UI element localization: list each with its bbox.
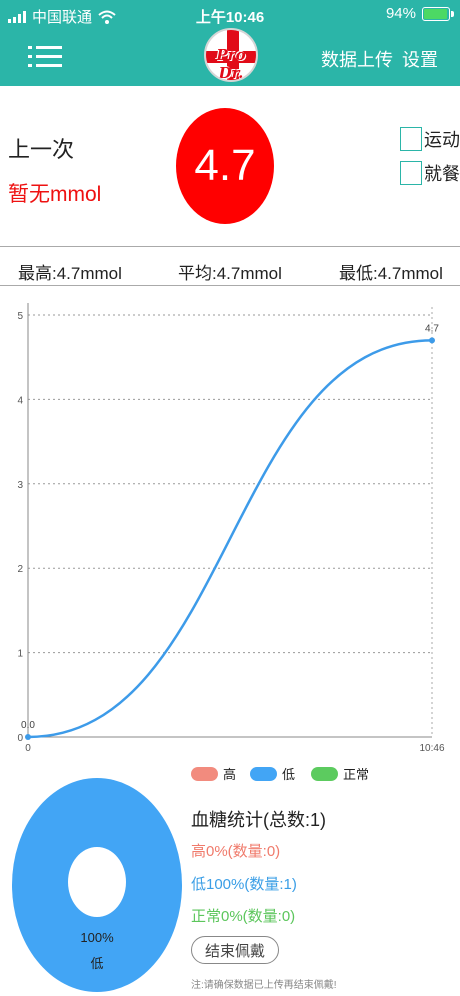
current-reading-circle: 4.7 xyxy=(176,108,274,224)
chart-legend: 高 低 正常 xyxy=(0,760,460,784)
status-bar: 中国联通 上午10:46 94% xyxy=(0,0,460,28)
series-line xyxy=(27,339,433,739)
legend-label: 低 xyxy=(282,767,296,782)
exercise-label: 运动 xyxy=(424,130,460,150)
exercise-checkbox[interactable]: 运动 xyxy=(400,126,460,152)
data-label: 0.0 xyxy=(21,720,35,731)
y-tick-label: 5 xyxy=(17,311,23,322)
checkbox-box xyxy=(400,127,422,151)
x-tick-label: 0 xyxy=(25,743,31,754)
list-icon xyxy=(28,46,32,49)
x-tick-label: 10:46 xyxy=(419,743,444,754)
wifi-icon xyxy=(98,10,116,24)
donut-hole xyxy=(68,847,126,917)
glucose-line-chart: 0 1 2 3 4 5 0 10:46 0.0 4.7 xyxy=(17,303,445,754)
battery-icon xyxy=(422,6,454,21)
stats-high-line: 高0%(数量:0) xyxy=(191,843,281,860)
y-tick-label: 0 xyxy=(17,733,23,744)
avg-reading: 平均:4.7mmol xyxy=(178,264,282,283)
data-label: 4.7 xyxy=(425,323,439,334)
app-header: 中国联通 上午10:46 94% Pro Dr. 数据上传 设置 xyxy=(0,0,460,86)
blood-sugar-stats-title: 血糖统计(总数:1) xyxy=(191,810,326,830)
donut-percent-label: 100% xyxy=(80,930,114,945)
upload-data-button[interactable]: 数据上传 xyxy=(321,50,393,70)
max-reading: 最高:4.7mmol xyxy=(18,264,122,283)
menu-button[interactable] xyxy=(28,44,62,70)
legend-item-normal: 正常 xyxy=(311,764,369,783)
last-reading-value: 暂无mmol xyxy=(8,183,102,206)
min-reading: 最低:4.7mmol xyxy=(339,264,443,283)
end-wear-button[interactable]: 结束佩戴 xyxy=(191,936,279,964)
y-tick-label: 1 xyxy=(17,649,23,660)
reading-summary: 上一次 暂无mmol 4.7 运动 就餐 xyxy=(0,86,460,246)
last-reading-label: 上一次 xyxy=(8,137,75,162)
meal-label: 就餐 xyxy=(424,164,460,184)
meal-checkbox[interactable]: 就餐 xyxy=(400,160,460,186)
donut-category-label: 低 xyxy=(90,956,104,971)
settings-button[interactable]: 设置 xyxy=(402,50,438,70)
legend-swatch xyxy=(250,766,277,781)
signal-icon xyxy=(8,10,26,23)
carrier-name: 中国联通 xyxy=(32,9,93,26)
data-point xyxy=(25,734,31,740)
checkbox-box xyxy=(400,161,422,185)
battery-percent: 94% xyxy=(385,5,416,22)
data-point xyxy=(429,337,435,344)
legend-item-low: 低 xyxy=(250,764,295,783)
y-tick-label: 4 xyxy=(17,395,23,406)
legend-label: 高 xyxy=(223,767,237,782)
stats-bar: 最高:4.7mmol 平均:4.7mmol 最低:4.7mmol xyxy=(0,246,460,286)
status-time: 上午10:46 xyxy=(195,9,265,26)
current-reading-value: 4.7 xyxy=(194,141,256,190)
stats-low-line: 低100%(数量:1) xyxy=(191,876,297,893)
legend-label: 正常 xyxy=(343,767,370,782)
stats-normal-line: 正常0%(数量:0) xyxy=(191,908,296,925)
legend-item-high: 高 xyxy=(191,764,236,783)
end-wear-note: 注:请确保数据已上传再结束佩戴! xyxy=(191,980,337,991)
y-tick-label: 2 xyxy=(17,564,23,575)
app-logo: Pro Dr. xyxy=(204,28,258,82)
legend-swatch xyxy=(191,766,218,781)
y-tick-label: 3 xyxy=(17,480,23,491)
distribution-donut-chart xyxy=(12,778,182,992)
legend-swatch xyxy=(311,766,338,781)
logo-text: Pro Dr. xyxy=(216,46,246,82)
